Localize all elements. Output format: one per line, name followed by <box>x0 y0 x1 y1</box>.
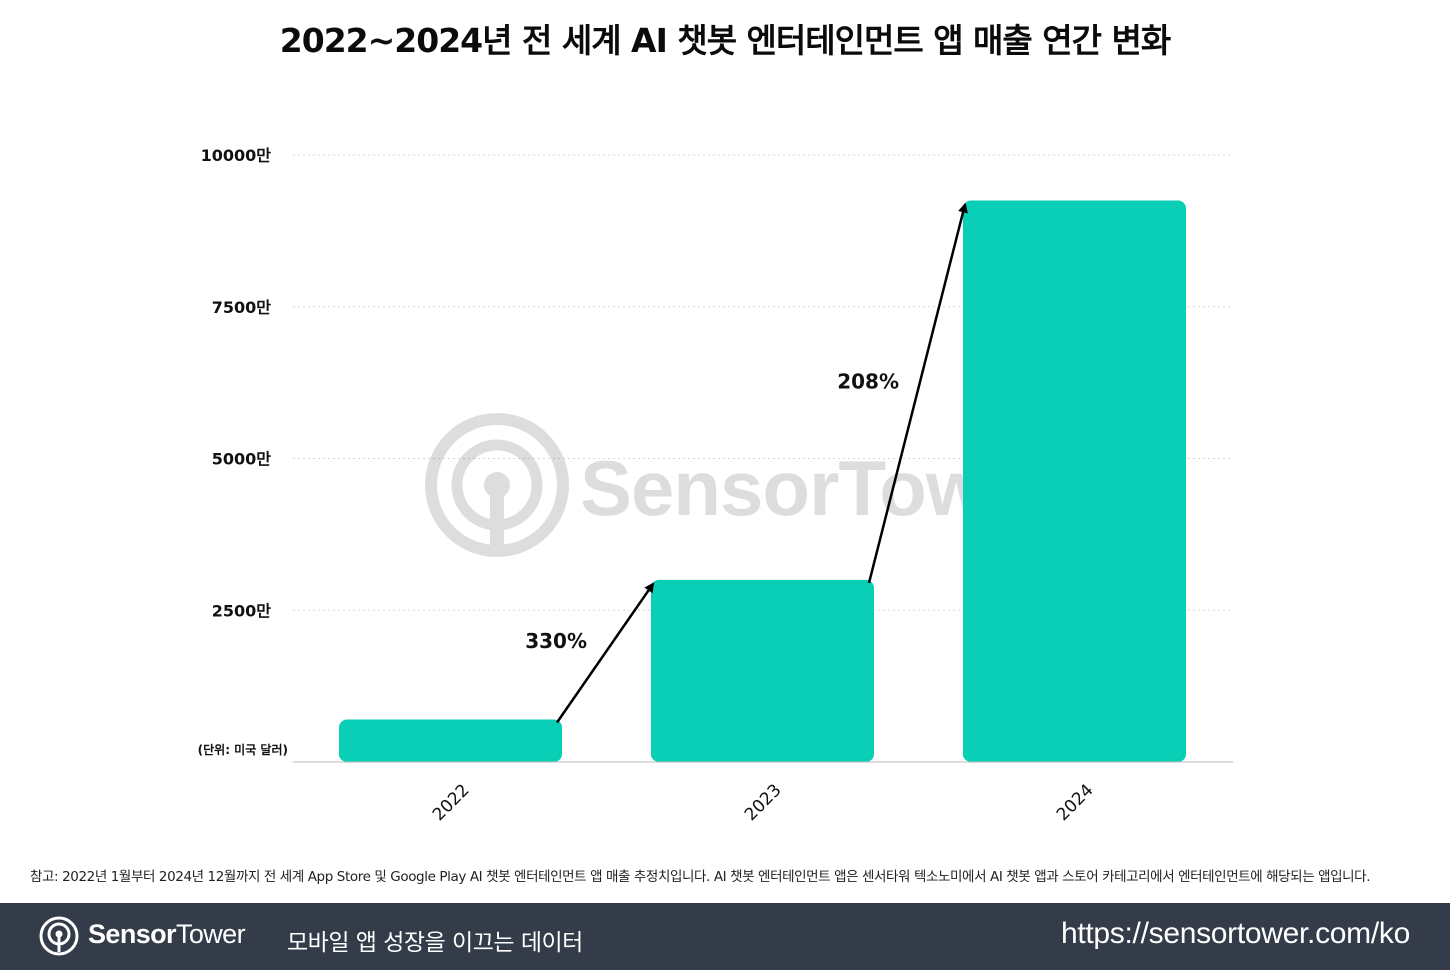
growth-arrow <box>555 582 655 724</box>
unit-label: (단위: 미국 달러) <box>198 742 288 757</box>
brand-bold: Sensor <box>88 919 177 949</box>
x-tick-label: 2022 <box>429 780 474 825</box>
tagline: 모바일 앱 성장을 이끄는 데이터 <box>287 930 583 956</box>
website-link[interactable]: https://sensortower.com/ko <box>1060 917 1410 950</box>
bar-2023 <box>651 579 874 762</box>
growth-label: 330% <box>525 629 587 653</box>
x-tick-label: 2023 <box>741 780 786 825</box>
footer-bar: SensorTower 모바일 앱 성장을 이끄는 데이터 https://se… <box>0 903 1450 970</box>
brand-light: Tower <box>175 919 246 949</box>
growth-arrow <box>867 202 968 584</box>
footnote: 참고: 2022년 1월부터 2024년 12월까지 전 세계 App Stor… <box>30 869 1371 885</box>
chart-title: 2022~2024년 전 세계 AI 챗봇 엔터테인먼트 앱 매출 연간 변화 <box>279 21 1171 60</box>
bar-2022 <box>339 719 562 762</box>
y-tick-label: 5000만 <box>212 450 272 469</box>
bar-2024 <box>963 200 1186 762</box>
growth-label: 208% <box>837 370 899 394</box>
y-tick-label: 10000만 <box>201 146 272 165</box>
y-tick-label: 2500만 <box>212 601 272 620</box>
x-tick-label: 2024 <box>1053 780 1098 825</box>
sensortower-logo-icon <box>39 916 79 956</box>
brand-name[interactable]: SensorTower <box>88 919 246 950</box>
y-tick-label: 7500만 <box>212 298 272 317</box>
